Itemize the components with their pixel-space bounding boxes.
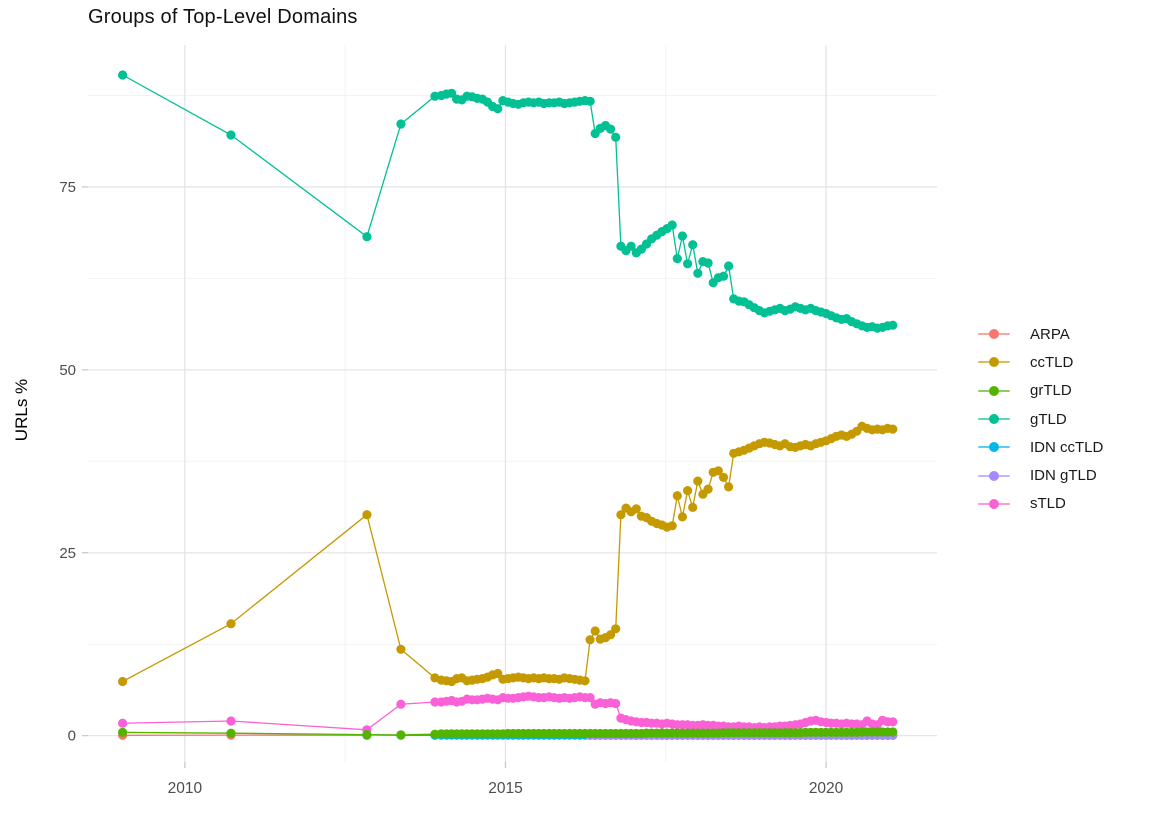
data-point (724, 261, 734, 271)
legend-item-idn-cctld: IDN ccTLD (978, 433, 1103, 461)
legend-item-label: IDN ccTLD (1030, 438, 1104, 456)
data-point (688, 502, 698, 512)
data-point (688, 240, 698, 250)
data-point (672, 254, 682, 264)
data-point (667, 220, 677, 230)
data-point (888, 424, 898, 434)
series-arpa (118, 730, 372, 741)
data-point (118, 727, 128, 738)
x-tick-label: 2020 (809, 780, 844, 797)
data-point (693, 476, 703, 486)
data-point (118, 718, 128, 728)
data-point (585, 96, 595, 106)
data-point (677, 512, 688, 522)
series-gtld (118, 70, 898, 333)
data-point (631, 504, 641, 514)
data-point (616, 510, 626, 520)
data-point (396, 119, 406, 129)
y-tick-label: 50 (59, 362, 76, 379)
data-point (611, 132, 621, 142)
data-point (580, 676, 590, 686)
legend-item-gtld: gTLD (978, 405, 1103, 433)
data-point (713, 466, 723, 476)
legend-item-cctld: ccTLD (978, 348, 1103, 376)
y-tick-label: 25 (59, 545, 76, 562)
data-point (724, 482, 734, 492)
legend-item-idn-gtld: IDN gTLD (978, 461, 1103, 489)
x-tick-labels: 2010 2015 2020 (168, 780, 844, 797)
data-point (703, 484, 713, 494)
major-gridlines (88, 45, 937, 762)
data-point (118, 676, 128, 687)
data-point (396, 699, 406, 709)
legend-item-label: sTLD (1030, 495, 1066, 513)
legend: ARPA ccTLD grTLD gTLD IDN ccTLD IDN gTLD sTLD (978, 320, 1103, 518)
data-point (718, 271, 729, 281)
data-point (888, 320, 898, 330)
data-point (677, 231, 688, 241)
data-point (430, 697, 440, 707)
data-point (888, 727, 898, 737)
data-point (611, 698, 621, 709)
data-point (226, 716, 236, 726)
data-point (606, 124, 616, 134)
data-point (611, 624, 621, 634)
data-point (362, 730, 372, 740)
legend-item-arpa: ARPA (978, 320, 1103, 348)
chart-title: Groups of Top-Level Domains (88, 6, 358, 28)
data-point (683, 486, 693, 496)
legend-key-icon (978, 384, 1010, 398)
data-point (590, 626, 600, 636)
legend-item-stld: sTLD (978, 490, 1103, 518)
data-point (703, 258, 713, 268)
y-tick-label: 75 (59, 179, 76, 196)
legend-key-icon (978, 355, 1010, 369)
data-point (396, 644, 406, 654)
data-point (683, 259, 693, 269)
axis-tick-marks (82, 186, 827, 768)
data-point (226, 130, 236, 140)
data-point (718, 472, 729, 482)
data-point (888, 717, 898, 727)
legend-item-label: gTLD (1030, 410, 1067, 428)
legend-key-icon (978, 412, 1010, 426)
x-tick-label: 2015 (488, 780, 522, 797)
data-point (493, 104, 503, 114)
data-point (362, 232, 372, 242)
legend-item-grtld: grTLD (978, 377, 1103, 405)
data-point (693, 268, 703, 278)
data-point (118, 70, 128, 80)
x-tick-label: 2010 (168, 780, 203, 797)
legend-key-icon (978, 497, 1010, 511)
data-point (672, 491, 682, 501)
data-point (226, 619, 236, 629)
series-grtld (118, 727, 898, 740)
series-cctld (118, 421, 898, 687)
y-tick-labels: 0 25 50 75 (59, 179, 76, 745)
legend-item-label: IDN gTLD (1030, 467, 1097, 485)
data-point (585, 635, 595, 645)
legend-key-icon (978, 469, 1010, 483)
data-point (585, 693, 595, 703)
legend-key-icon (978, 440, 1010, 454)
data-point (626, 241, 636, 251)
data-point (396, 730, 406, 740)
series-stld (118, 691, 898, 735)
data-point (362, 510, 372, 520)
legend-item-label: grTLD (1030, 382, 1072, 400)
legend-item-label: ARPA (1030, 325, 1070, 343)
data-point (667, 521, 677, 531)
data-point (226, 728, 236, 738)
y-tick-label: 0 (68, 728, 76, 745)
legend-key-icon (978, 327, 1010, 341)
minor-gridlines (88, 45, 937, 762)
legend-item-label: ccTLD (1030, 353, 1074, 371)
